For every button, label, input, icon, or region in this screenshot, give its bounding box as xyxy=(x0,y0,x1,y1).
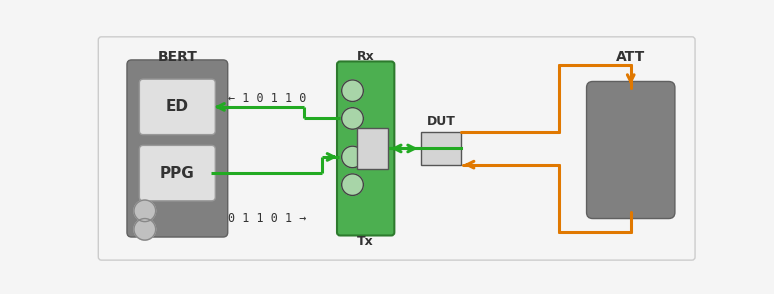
FancyBboxPatch shape xyxy=(139,146,215,201)
Text: DUT: DUT xyxy=(426,115,455,128)
Text: ED: ED xyxy=(166,99,189,114)
FancyBboxPatch shape xyxy=(98,37,695,260)
Text: PPG: PPG xyxy=(160,166,195,181)
FancyBboxPatch shape xyxy=(587,81,675,218)
FancyBboxPatch shape xyxy=(139,79,215,135)
Circle shape xyxy=(134,200,156,222)
Text: BERT: BERT xyxy=(157,50,197,64)
Text: Rx: Rx xyxy=(357,50,375,63)
Text: ← 1 0 1 1 0: ← 1 0 1 1 0 xyxy=(228,92,307,105)
Circle shape xyxy=(341,80,363,101)
Circle shape xyxy=(341,174,363,196)
Circle shape xyxy=(341,146,363,168)
Text: 0 1 1 0 1 →: 0 1 1 0 1 → xyxy=(228,212,307,225)
Text: Tx: Tx xyxy=(358,235,374,248)
FancyBboxPatch shape xyxy=(337,61,394,235)
Text: ATT: ATT xyxy=(616,50,646,64)
Bar xyxy=(357,128,388,169)
FancyBboxPatch shape xyxy=(127,60,228,237)
Bar xyxy=(421,132,461,165)
Circle shape xyxy=(341,108,363,129)
Circle shape xyxy=(134,218,156,240)
